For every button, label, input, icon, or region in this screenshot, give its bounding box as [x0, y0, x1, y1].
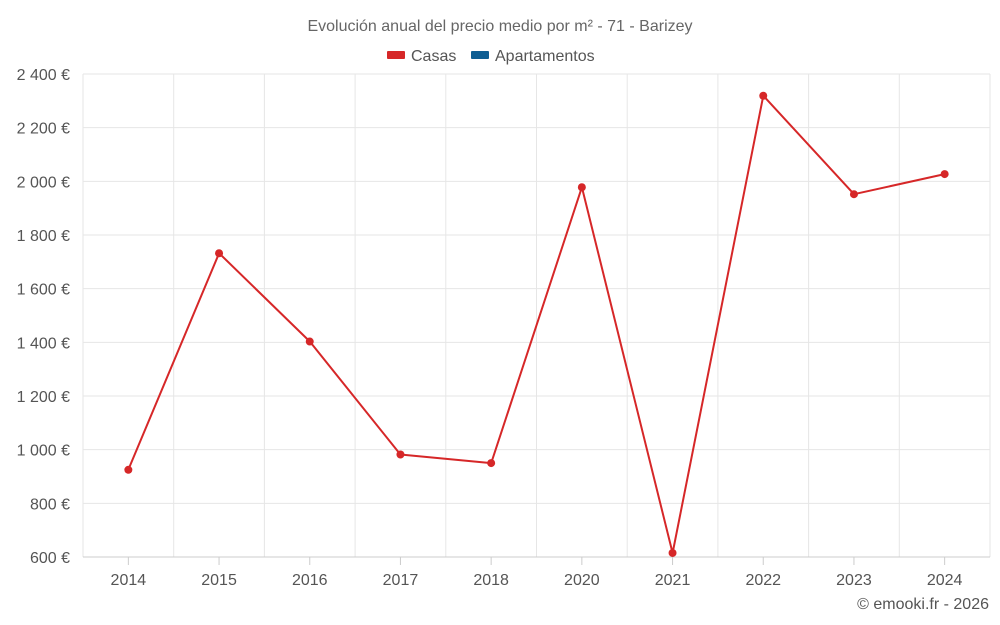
- x-tick-label: 2014: [111, 572, 147, 589]
- x-tick-label: 2015: [201, 572, 237, 589]
- x-tick-label: 2018: [473, 572, 509, 589]
- series-line-casas: [127, 94, 945, 554]
- y-tick-label: 1 200 €: [17, 389, 70, 406]
- legend-swatch-casas: [387, 51, 405, 59]
- data-point-2020[interactable]: [577, 183, 586, 192]
- legend: Casas Apartamentos: [387, 48, 595, 65]
- data-point-2023[interactable]: [849, 190, 858, 199]
- y-tick-label: 1 600 €: [17, 282, 70, 299]
- data-point-2015[interactable]: [215, 249, 224, 258]
- data-point-2017[interactable]: [396, 450, 405, 459]
- x-tick-label: 2024: [927, 572, 963, 589]
- y-tick-label: 1 800 €: [17, 228, 70, 245]
- y-tick-label: 2 400 €: [17, 67, 70, 84]
- credit-text: © emooki.fr - 2026: [857, 596, 989, 613]
- x-tick-label: 2022: [745, 572, 781, 589]
- y-tick-label: 1 400 €: [17, 335, 70, 352]
- y-tick-label: 800 €: [30, 496, 70, 513]
- chart-title: Evolución anual del precio medio por m² …: [307, 18, 692, 35]
- data-point-2021[interactable]: [668, 548, 677, 557]
- series-casas: [124, 91, 949, 557]
- x-tick-label: 2016: [292, 572, 328, 589]
- legend-item-casas[interactable]: Casas: [387, 48, 456, 65]
- legend-swatch-apartamentos: [471, 51, 489, 59]
- data-point-2016[interactable]: [305, 337, 314, 346]
- x-tick-label: 2023: [836, 572, 872, 589]
- y-tick-label: 2 200 €: [17, 121, 70, 138]
- data-point-2014[interactable]: [124, 465, 133, 474]
- data-point-2018[interactable]: [487, 459, 496, 468]
- x-tick-label: 2017: [383, 572, 419, 589]
- y-tick-label: 1 000 €: [17, 443, 70, 460]
- x-tick-label: 2021: [655, 572, 691, 589]
- axes: 600 € 800 € 1 000 € 1 200 € 1 400 € 1 600 € 1 …: [17, 67, 990, 589]
- x-tick-label: 2020: [564, 572, 600, 589]
- data-point-2024[interactable]: [940, 170, 949, 179]
- legend-label-apartamentos: Apartamentos: [495, 48, 595, 65]
- legend-label-casas: Casas: [411, 48, 456, 65]
- y-tick-label: 2 000 €: [17, 174, 70, 191]
- grid: [82, 73, 991, 557]
- legend-item-apartamentos[interactable]: Apartamentos: [471, 48, 595, 65]
- data-point-2022[interactable]: [759, 91, 768, 100]
- y-tick-label: 600 €: [30, 550, 70, 567]
